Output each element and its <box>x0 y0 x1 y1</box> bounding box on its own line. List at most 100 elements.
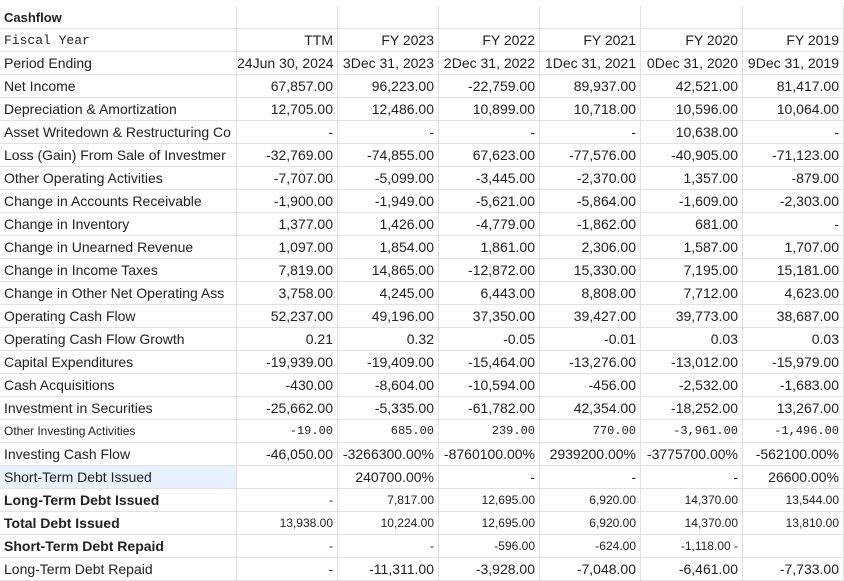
value-cell[interactable]: 240700.00% <box>338 466 439 489</box>
grid-cell[interactable] <box>439 6 540 29</box>
value-cell[interactable]: 13,810.00 <box>743 512 844 535</box>
value-cell[interactable]: 39,427.00 <box>540 305 641 328</box>
value-cell[interactable]: -1,609.00 <box>641 190 743 213</box>
value-cell[interactable]: -456.00 <box>540 374 641 397</box>
value-cell[interactable]: 2939200.00% <box>540 443 641 466</box>
value-cell[interactable]: 0.21 <box>237 328 338 351</box>
row-label[interactable]: Capital Expenditures <box>0 351 237 374</box>
value-cell[interactable]: - <box>439 121 540 144</box>
value-cell[interactable]: - <box>540 121 641 144</box>
value-cell[interactable]: 1,377.00 <box>237 213 338 236</box>
value-cell[interactable]: 13,938.00 <box>237 512 338 535</box>
value-cell[interactable]: 681.00 <box>641 213 743 236</box>
value-cell[interactable]: 0.32 <box>338 328 439 351</box>
row-label[interactable]: Change in Inventory <box>0 213 237 236</box>
value-cell[interactable]: -5,864.00 <box>540 190 641 213</box>
value-cell[interactable]: -19,939.00 <box>237 351 338 374</box>
value-cell[interactable]: -2,532.00 <box>641 374 743 397</box>
row-label[interactable]: Investment in Securities <box>0 397 237 420</box>
value-cell[interactable]: -7,048.00 <box>540 558 641 581</box>
value-cell[interactable]: -19.00 <box>237 420 338 443</box>
value-cell[interactable]: -624.00 <box>540 535 641 558</box>
value-cell[interactable]: 6,443.00 <box>439 282 540 305</box>
row-label[interactable]: Long-Term Debt Issued <box>0 489 237 512</box>
value-cell[interactable]: 0.03 <box>743 328 844 351</box>
value-cell[interactable]: 10,064.00 <box>743 98 844 121</box>
value-cell[interactable]: FY 2022 <box>439 29 540 52</box>
value-cell[interactable]: 37,350.00 <box>439 305 540 328</box>
value-cell[interactable]: 10,899.00 <box>439 98 540 121</box>
value-cell[interactable]: -430.00 <box>237 374 338 397</box>
value-cell[interactable]: -74,855.00 <box>338 144 439 167</box>
value-cell[interactable]: -3,445.00 <box>439 167 540 190</box>
value-cell[interactable]: -25,662.00 <box>237 397 338 420</box>
value-cell[interactable]: - <box>439 466 540 489</box>
grid-cell[interactable] <box>338 6 439 29</box>
value-cell[interactable]: -2,370.00 <box>540 167 641 190</box>
value-cell[interactable]: 1,861.00 <box>439 236 540 259</box>
row-label[interactable]: Period Ending <box>0 52 237 75</box>
value-cell[interactable]: -1,683.00 <box>743 374 844 397</box>
value-cell[interactable]: -5,335.00 <box>338 397 439 420</box>
value-cell[interactable]: - <box>338 121 439 144</box>
value-cell[interactable]: 3Dec 31, 2023 <box>338 52 439 75</box>
value-cell[interactable]: 0.03 <box>641 328 743 351</box>
row-label[interactable]: Other Operating Activities <box>0 167 237 190</box>
value-cell[interactable]: -32,769.00 <box>237 144 338 167</box>
value-cell[interactable]: -19,409.00 <box>338 351 439 374</box>
value-cell[interactable]: - <box>743 213 844 236</box>
value-cell[interactable]: 8,808.00 <box>540 282 641 305</box>
value-cell[interactable]: -8,604.00 <box>338 374 439 397</box>
value-cell[interactable]: -0.01 <box>540 328 641 351</box>
value-cell[interactable]: 24Jun 30, 2024 <box>237 52 338 75</box>
value-cell[interactable]: 96,223.00 <box>338 75 439 98</box>
grid-cell[interactable] <box>237 6 338 29</box>
row-label[interactable]: Investing Cash Flow <box>0 443 237 466</box>
sheet-title[interactable]: Cashflow <box>0 6 237 29</box>
value-cell[interactable]: 49,196.00 <box>338 305 439 328</box>
value-cell[interactable]: 14,865.00 <box>338 259 439 282</box>
value-cell[interactable]: 12,695.00 <box>439 489 540 512</box>
value-cell[interactable]: 14,370.00 <box>641 512 743 535</box>
value-cell[interactable]: 4,245.00 <box>338 282 439 305</box>
value-cell[interactable]: -0.05 <box>439 328 540 351</box>
row-label[interactable]: Net Income <box>0 75 237 98</box>
value-cell[interactable]: - <box>743 121 844 144</box>
value-cell[interactable]: -596.00 <box>439 535 540 558</box>
value-cell[interactable]: -40,905.00 <box>641 144 743 167</box>
value-cell[interactable]: -18,252.00 <box>641 397 743 420</box>
value-cell[interactable]: - <box>237 489 338 512</box>
value-cell[interactable]: -1,496.00 <box>743 420 844 443</box>
grid-cell[interactable] <box>743 6 844 29</box>
row-label[interactable]: Change in Other Net Operating Ass <box>0 282 237 305</box>
value-cell[interactable]: -13,276.00 <box>540 351 641 374</box>
value-cell[interactable]: 10,638.00 <box>641 121 743 144</box>
value-cell[interactable]: 67,857.00 <box>237 75 338 98</box>
value-cell[interactable]: 7,195.00 <box>641 259 743 282</box>
value-cell[interactable]: 770.00 <box>540 420 641 443</box>
value-cell[interactable]: 26600.00% <box>743 466 844 489</box>
value-cell[interactable]: 1,854.00 <box>338 236 439 259</box>
value-cell[interactable]: -46,050.00 <box>237 443 338 466</box>
value-cell[interactable]: 67,623.00 <box>439 144 540 167</box>
value-cell[interactable]: 14,370.00 <box>641 489 743 512</box>
value-cell[interactable]: 13,544.00 <box>743 489 844 512</box>
value-cell[interactable]: FY 2023 <box>338 29 439 52</box>
value-cell[interactable]: 15,330.00 <box>540 259 641 282</box>
value-cell[interactable]: 10,718.00 <box>540 98 641 121</box>
value-cell[interactable]: - <box>540 466 641 489</box>
grid-cell[interactable] <box>540 6 641 29</box>
value-cell[interactable]: 42,354.00 <box>540 397 641 420</box>
row-label[interactable]: Long-Term Debt Repaid <box>0 558 237 581</box>
value-cell[interactable]: 6,920.00 <box>540 512 641 535</box>
row-label[interactable]: Depreciation & Amortization <box>0 98 237 121</box>
value-cell[interactable]: 1,587.00 <box>641 236 743 259</box>
value-cell[interactable]: -1,900.00 <box>237 190 338 213</box>
value-cell[interactable]: - <box>338 535 439 558</box>
value-cell[interactable]: -10,594.00 <box>439 374 540 397</box>
value-cell[interactable]: -1,862.00 <box>540 213 641 236</box>
value-cell[interactable]: -22,759.00 <box>439 75 540 98</box>
value-cell[interactable]: -3775700.00% <box>641 443 743 466</box>
value-cell[interactable]: 6,920.00 <box>540 489 641 512</box>
value-cell[interactable] <box>237 466 338 489</box>
